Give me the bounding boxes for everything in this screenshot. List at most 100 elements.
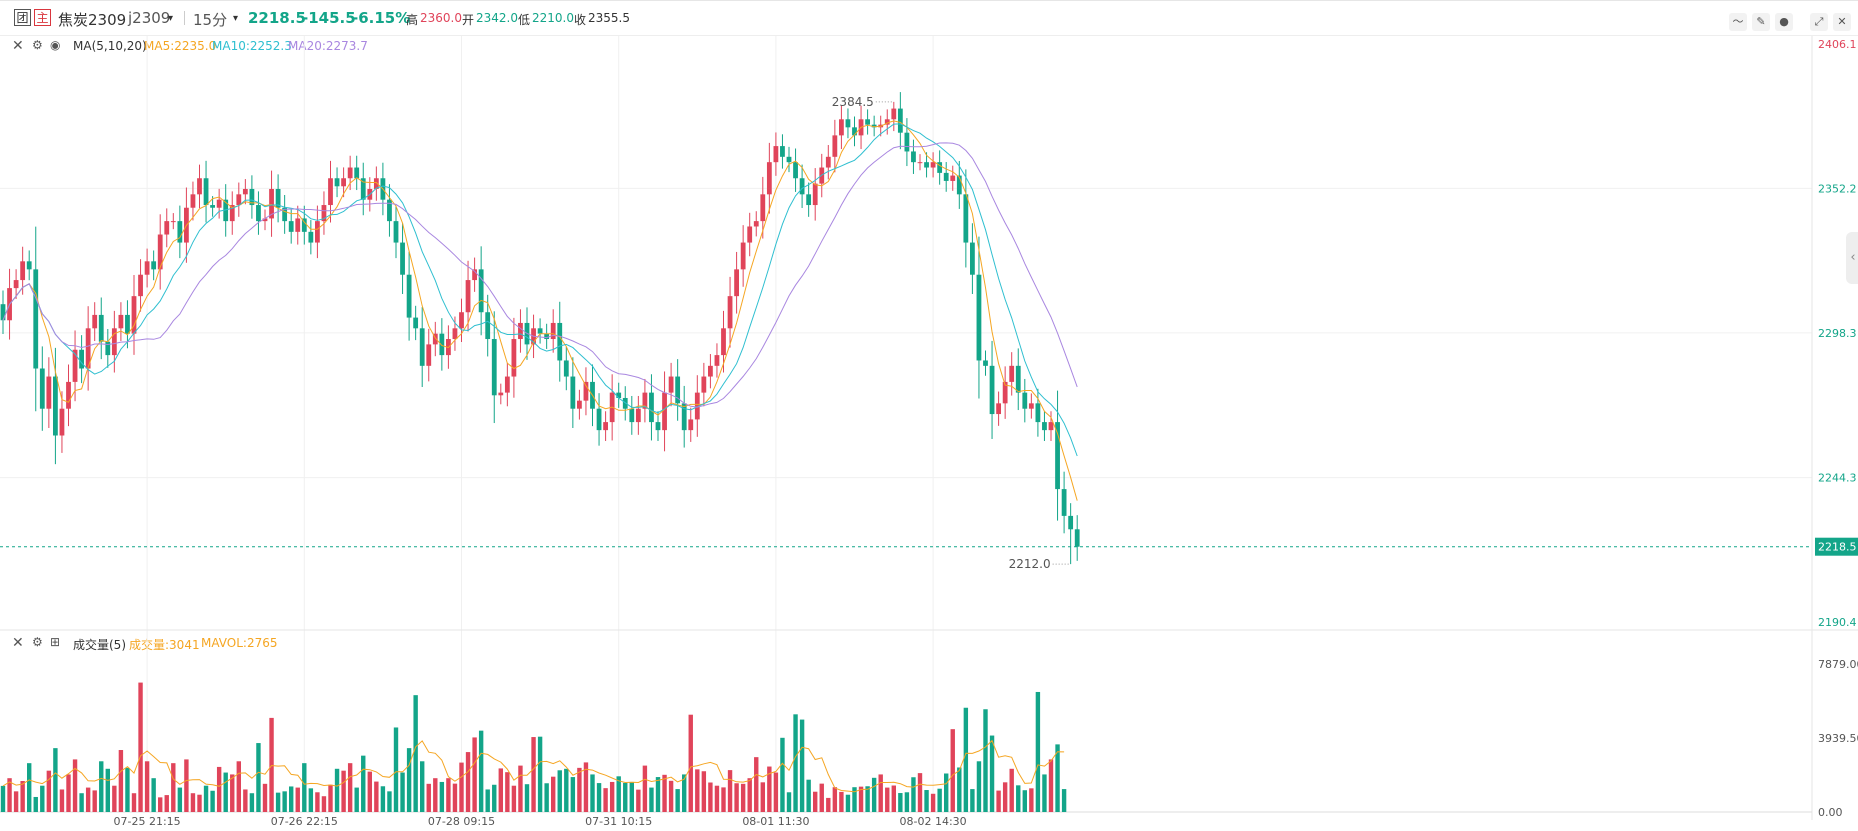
volume-bar (79, 793, 84, 812)
volume-bar (609, 781, 615, 812)
volume-bar (131, 793, 137, 812)
volume-bar (1002, 782, 1008, 812)
candle-body (773, 146, 779, 163)
time-tick-label: 07-28 09:15 (428, 815, 495, 828)
interval-chevron-down-icon[interactable]: ▾ (233, 13, 239, 24)
symbol-chevron-down-icon[interactable]: ▾ (168, 13, 174, 24)
volume-bar (125, 767, 130, 812)
candle-body (766, 162, 772, 195)
candle-body (1009, 365, 1015, 382)
candle-body (557, 322, 563, 361)
candle-body (544, 333, 550, 340)
volume-bar (1061, 789, 1067, 812)
volume-bar (387, 791, 392, 812)
candle-body (917, 162, 923, 164)
candle-body (825, 156, 831, 168)
volume-bar (413, 695, 418, 812)
last-price-tag (1815, 537, 1858, 556)
candle-body (373, 178, 379, 189)
volume-bar (865, 786, 870, 812)
candle-body (79, 349, 84, 369)
volume-bar (858, 786, 864, 812)
close-icon[interactable]: ✕ (1833, 13, 1851, 31)
candle-body (786, 156, 792, 163)
main-pane-settings-icon[interactable]: ⚙ (32, 38, 43, 52)
volume-tick-label: 0.00 (1818, 806, 1843, 819)
volume-bar (459, 762, 464, 812)
volume-bar (138, 682, 143, 812)
volume-bar (963, 707, 969, 812)
indicator-icon[interactable]: ● (1775, 13, 1793, 31)
candle-body (511, 339, 517, 377)
volume-bar (275, 792, 281, 812)
candle-body (504, 376, 510, 393)
volume-bar (577, 767, 582, 812)
candle-body (406, 274, 412, 318)
volume-bar (629, 781, 634, 812)
candle-body (413, 317, 419, 329)
candle-body (570, 376, 576, 409)
candle-body (144, 261, 150, 275)
volume-bar (970, 789, 975, 812)
side-panel-chevron-left-icon[interactable]: ‹ (1846, 232, 1858, 284)
candle-body (59, 408, 65, 436)
main-pane-visibility-icon[interactable]: ◉ (50, 38, 61, 52)
volume-bar (754, 757, 759, 812)
candle-body (852, 127, 857, 136)
period-icon[interactable]: 团 (14, 9, 31, 26)
volume-bar (505, 772, 510, 812)
volume-bar (452, 783, 458, 812)
candle-body (937, 162, 943, 173)
volume-bar (793, 714, 798, 812)
candle-body (13, 280, 19, 289)
candle-body (262, 218, 268, 222)
candle-body (714, 355, 720, 366)
vol-pane-settings-icon[interactable]: ⚙ (32, 635, 43, 649)
top-toolbar: 团 主 焦炭2309 j2309 ▾ 15分 ▾ 2218.5 -145.5 -… (0, 0, 1858, 36)
volume-bar (380, 786, 386, 812)
vol-legend-title: 成交量(5) (73, 638, 126, 652)
volume-bar (714, 785, 720, 812)
vol-pane-close-icon[interactable]: ✕ (12, 635, 24, 651)
volume-bar (197, 794, 202, 812)
fullscreen-icon[interactable]: ⤢ (1810, 13, 1828, 31)
main-contract-icon[interactable]: 主 (34, 9, 51, 26)
volume-bar (13, 791, 19, 812)
candle-body (459, 312, 464, 329)
main-pane-close-icon[interactable]: ✕ (12, 38, 24, 54)
candle-body (537, 328, 543, 334)
symbol-code[interactable]: j2309 (128, 9, 171, 27)
line-tool-icon[interactable]: 〜 (1729, 13, 1747, 31)
volume-bar (799, 719, 805, 812)
price-tick-label: 2406.1 (1818, 38, 1857, 51)
draw-pen-icon[interactable]: ✎ (1752, 13, 1770, 31)
candle-body (164, 221, 170, 235)
candle-body (72, 349, 78, 382)
candle-body (891, 108, 897, 120)
volume-bar (885, 787, 890, 812)
volume-bar (118, 750, 124, 812)
price-tick-label: 2244.3 (1818, 472, 1857, 485)
volume-bar (806, 779, 811, 812)
candle-body (472, 269, 477, 281)
volume-bar (996, 790, 1001, 812)
candle-body (131, 296, 137, 334)
candle-body (616, 392, 622, 398)
volume-bar (740, 783, 746, 812)
interval-selector[interactable]: 15分 (193, 11, 228, 29)
candle-body (1042, 422, 1047, 431)
volume-bar (354, 787, 359, 812)
candle-body (190, 194, 196, 208)
volume-bar (112, 785, 117, 812)
volume-bar (531, 737, 536, 812)
candle-body (963, 194, 969, 243)
candle-body (465, 280, 471, 313)
volume-bar (92, 790, 97, 812)
volume-bar (747, 778, 752, 812)
symbol-name[interactable]: 焦炭2309 (58, 11, 127, 29)
vol-pane-add-icon[interactable]: ⊞ (50, 635, 61, 649)
candle-body (203, 178, 209, 206)
volume-bar (328, 784, 333, 812)
volume-bar (950, 729, 955, 812)
